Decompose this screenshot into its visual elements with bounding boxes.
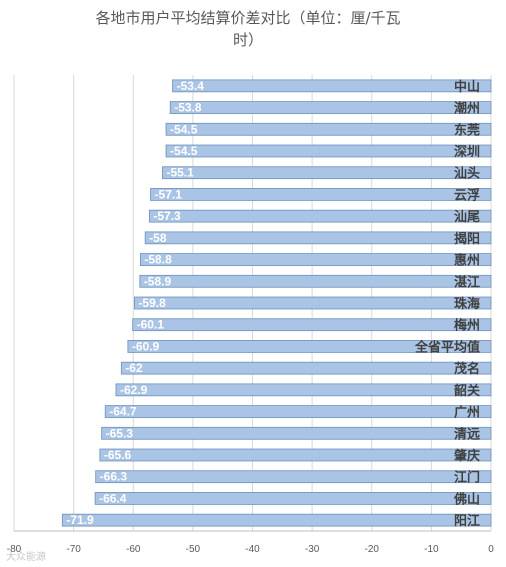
- bar: [99, 448, 492, 462]
- bar: [95, 470, 492, 484]
- bar: [172, 79, 492, 93]
- bar: [148, 209, 492, 223]
- data-label: -58.8: [144, 253, 172, 267]
- x-tick-label: 0: [488, 544, 494, 555]
- category-label: 揭阳: [454, 231, 480, 247]
- data-label: -60.1: [137, 318, 165, 332]
- data-label: -64.7: [109, 405, 137, 419]
- data-label: -57.1: [155, 187, 183, 201]
- bar: [115, 383, 492, 397]
- data-label: -59.8: [138, 296, 166, 310]
- category-labels: 中山潮州东莞深圳汕头云浮汕尾揭阳惠州湛江珠海梅州全省平均值茂名韶关广州清远肇庆江…: [414, 79, 480, 529]
- category-label: 湛江: [454, 274, 480, 290]
- category-label: 佛山: [453, 491, 480, 507]
- x-tick-label: -40: [245, 544, 260, 555]
- category-label: 潮州: [454, 101, 480, 117]
- bar: [94, 492, 492, 505]
- data-label: -65.6: [104, 448, 132, 462]
- x-tick-label: -80: [7, 544, 22, 555]
- category-label: 江门: [454, 470, 480, 486]
- data-label: -53.8: [174, 101, 202, 115]
- data-label: -62: [125, 361, 143, 375]
- data-label: -58.9: [144, 274, 172, 288]
- bar: [169, 101, 492, 114]
- bar: [61, 513, 492, 527]
- category-label: 汕头: [454, 166, 480, 182]
- x-tick-label: -30: [305, 544, 320, 555]
- category-label: 深圳: [454, 144, 480, 160]
- data-label: -54.5: [170, 122, 198, 136]
- bar: [104, 405, 492, 418]
- category-label: 汕尾: [454, 209, 480, 225]
- category-label: 广州: [454, 405, 480, 421]
- data-label: -65.3: [106, 426, 134, 440]
- data-label: -66.4: [99, 491, 127, 505]
- bar: [139, 274, 492, 288]
- data-label: -54.5: [170, 144, 198, 158]
- x-tick-label: -10: [424, 544, 439, 555]
- chart-title-line-1: 各地市用户平均结算价差对比（单位：厘/千瓦: [95, 9, 400, 27]
- bar: [101, 426, 492, 440]
- bar: [162, 166, 492, 180]
- bar: [132, 318, 492, 332]
- bar: [165, 122, 492, 136]
- data-label: -53.4: [177, 79, 205, 93]
- x-tick-label: -20: [365, 544, 380, 555]
- x-tick-label: -70: [66, 544, 81, 555]
- bar: [144, 231, 492, 245]
- data-label: -57.3: [153, 209, 181, 223]
- bar: [134, 296, 492, 310]
- category-label: 茂名: [454, 361, 480, 377]
- data-label: -66.3: [100, 470, 128, 484]
- category-label: 清远: [454, 426, 480, 442]
- data-label: -60.9: [132, 339, 160, 353]
- data-label: -58: [149, 231, 167, 245]
- data-label: -55.1: [166, 166, 194, 180]
- bar: [127, 340, 492, 353]
- bar: [150, 188, 492, 201]
- category-label: 云浮: [454, 187, 480, 203]
- bar: [120, 361, 492, 375]
- category-label: 肇庆: [453, 448, 480, 464]
- data-labels: -53.4 -53.8 -54.5 -54.5 -55.1 -57.1 -57.3 -58 -5…: [66, 79, 204, 527]
- watermark: 大众能源: [6, 552, 46, 563]
- category-label: 梅州: [454, 318, 480, 334]
- chart-title-line-2: 时）: [233, 31, 263, 49]
- data-label: -71.9: [66, 513, 94, 527]
- category-label: 惠州: [454, 253, 480, 269]
- bar: [165, 144, 492, 158]
- category-label: 阳江: [454, 513, 480, 529]
- bars: [61, 79, 492, 527]
- category-label: 东莞: [454, 122, 480, 138]
- x-tick-label: -60: [126, 544, 141, 555]
- category-label: 韶关: [454, 383, 480, 399]
- bar: [140, 253, 492, 266]
- category-label: 珠海: [454, 296, 480, 312]
- x-tick-label: -50: [186, 544, 201, 555]
- category-label: 全省平均值: [414, 339, 480, 355]
- x-tick-labels: -80 -70 -60 -50 -40 -30 -20 -10 0: [7, 544, 494, 555]
- data-label: -62.9: [120, 383, 148, 397]
- category-label: 中山: [454, 79, 480, 95]
